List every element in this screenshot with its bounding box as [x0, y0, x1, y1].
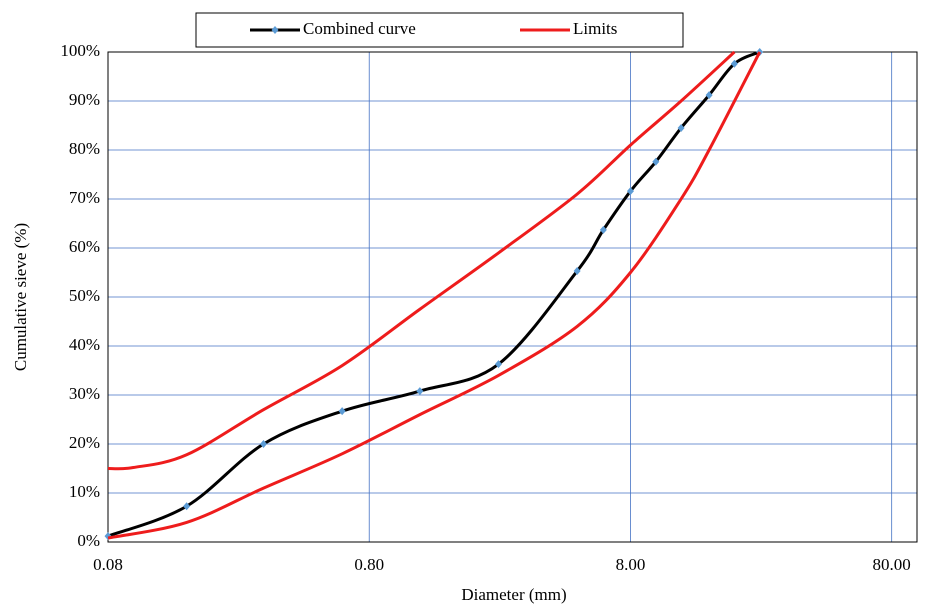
- series-line: [107, 50, 736, 471]
- plot-border: [107, 51, 918, 543]
- data-point: [730, 59, 738, 68]
- x-tick-label: 0.08: [93, 555, 123, 574]
- x-tick-label: 80.00: [873, 555, 911, 574]
- data-point: [338, 407, 346, 416]
- y-axis-title: Cumulative sieve (%): [11, 223, 30, 371]
- y-tick-label: 10%: [69, 482, 100, 501]
- y-tick-label: 30%: [69, 384, 100, 403]
- y-tick-label: 70%: [69, 188, 100, 207]
- series-line: [107, 51, 762, 540]
- y-tick-label: 100%: [60, 41, 100, 60]
- data-point: [626, 187, 634, 196]
- data-point: [494, 360, 502, 369]
- series-line: [107, 50, 761, 538]
- data-point: [599, 225, 607, 234]
- x-tick-label: 8.00: [616, 555, 646, 574]
- y-tick-label: 50%: [69, 286, 100, 305]
- legend-label: Combined curve: [303, 19, 416, 38]
- data-point: [705, 91, 713, 100]
- y-tick-label: 90%: [69, 90, 100, 109]
- y-tick-label: 60%: [69, 237, 100, 256]
- data-point: [677, 123, 685, 132]
- x-tick-label: 0.80: [354, 555, 384, 574]
- y-tick-label: 40%: [69, 335, 100, 354]
- data-point: [573, 267, 581, 276]
- legend-label: Limits: [573, 19, 617, 38]
- y-tick-label: 20%: [69, 433, 100, 452]
- data-point: [416, 387, 424, 396]
- data-point: [259, 440, 267, 448]
- y-tick-label: 0%: [77, 531, 100, 550]
- data-point: [652, 157, 660, 166]
- legend-marker: [271, 26, 279, 34]
- x-axis-title: Diameter (mm): [461, 585, 566, 604]
- y-tick-label: 80%: [69, 139, 100, 158]
- data-point: [183, 502, 191, 511]
